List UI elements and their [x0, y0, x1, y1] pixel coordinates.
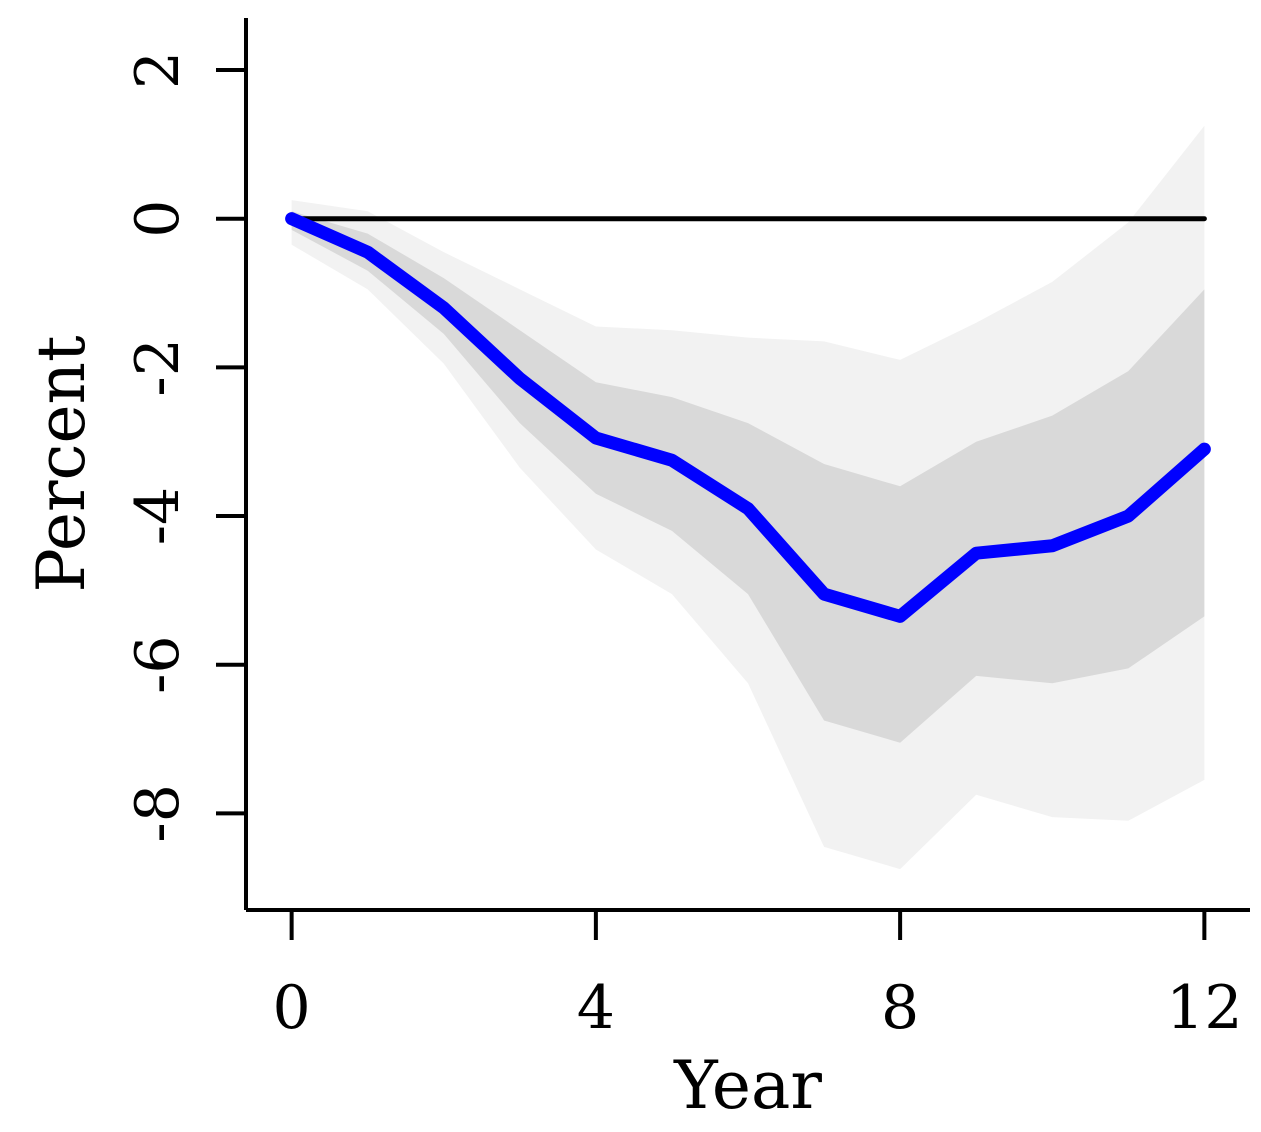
axes [216, 18, 1250, 940]
y-tick-label: -2 [123, 338, 193, 396]
x-axis-title: Year [673, 1047, 822, 1124]
y-tick-label: 2 [123, 51, 193, 89]
confidence-bands [291, 125, 1205, 870]
series-lines [285, 212, 1211, 623]
y-tick-label: -8 [123, 784, 193, 842]
y-tick-label: -4 [123, 487, 193, 545]
x-tick-label: 0 [273, 973, 311, 1043]
axis-labels: -8 -6 -4 -2 0 2 0 4 8 12 Year Percent [23, 51, 1243, 1124]
x-tick-label: 12 [1166, 973, 1242, 1043]
y-tick-label: -6 [123, 635, 193, 693]
y-tick-label: 0 [123, 200, 193, 238]
line-point-estimate [285, 212, 1211, 623]
x-tick-label: 8 [881, 973, 919, 1043]
x-tick-label: 4 [577, 973, 615, 1043]
y-axis-title: Percent [23, 335, 100, 592]
band-inner-interval [291, 211, 1205, 743]
